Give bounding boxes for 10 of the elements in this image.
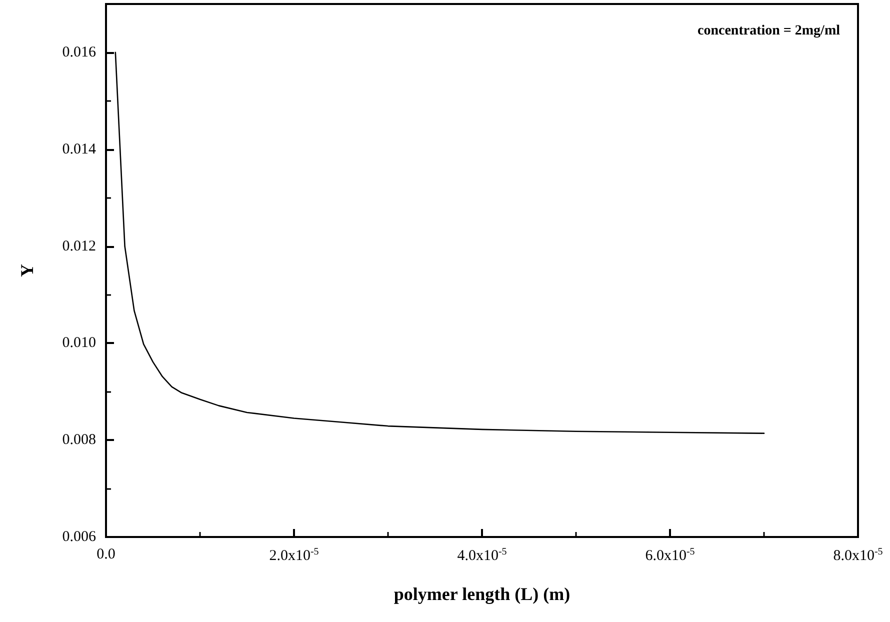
y-tick-label: 0.014: [62, 141, 96, 158]
y-tick-label: 0.016: [62, 44, 96, 60]
y-axis-title: Y: [17, 264, 37, 277]
x-tick-label: 0.0: [96, 546, 116, 562]
x-axis-title: polymer length (L) (m): [394, 584, 570, 604]
y-tick-label: 0.008: [62, 432, 96, 448]
y-tick-label: 0.006: [62, 529, 96, 545]
y-tick-label: 0.012: [62, 238, 96, 254]
annotation: concentration = 2mg/ml: [697, 24, 840, 38]
y-tick-label: 0.010: [62, 335, 96, 352]
